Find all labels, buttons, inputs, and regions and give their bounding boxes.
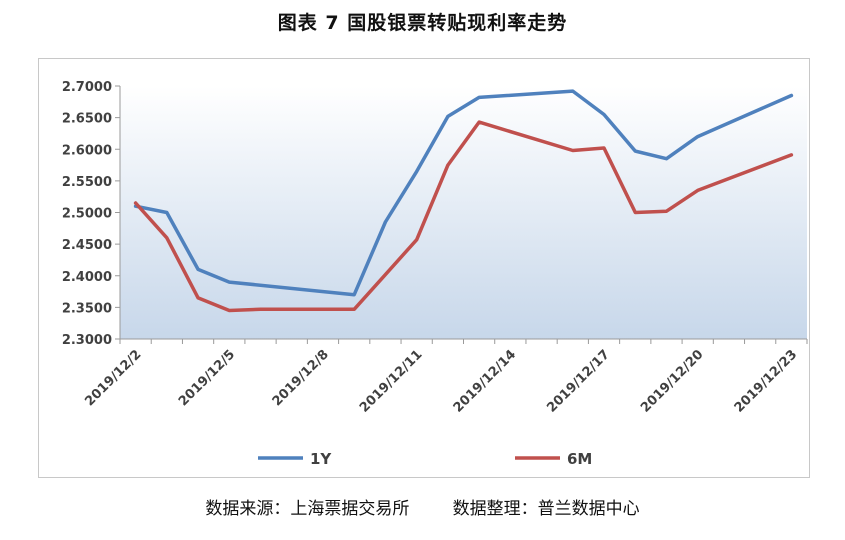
y-tick-label: 2.3500 xyxy=(62,301,112,316)
y-tick-label: 2.6000 xyxy=(62,143,112,158)
x-axis: 2019/12/2 2019/12/5 2019/12/8 2019/12/11 201… xyxy=(82,338,808,416)
x-tick-label: 2019/12/17 xyxy=(544,347,612,415)
x-tick-label: 2019/12/11 xyxy=(357,347,425,415)
series-line-1y xyxy=(133,89,794,297)
x-tick-label: 2019/12/14 xyxy=(451,347,519,415)
y-tick-label: 2.5000 xyxy=(62,207,112,222)
y-tick-label: 2.4000 xyxy=(62,270,112,285)
source-note: 数据来源：上海票据交易所 数据整理：普兰数据中心 xyxy=(205,499,640,519)
y-tick-label: 2.7000 xyxy=(62,80,112,95)
y-tick-label: 2.3000 xyxy=(62,333,112,348)
series-lines xyxy=(133,89,794,313)
x-tick-label: 2019/12/20 xyxy=(638,347,706,415)
y-tick-label: 2.4500 xyxy=(62,238,112,253)
x-tick-label: 2019/12/5 xyxy=(176,347,238,409)
chart-frame xyxy=(38,58,810,478)
y-tick-label: 2.6500 xyxy=(62,112,112,127)
y-tick-label: 2.5500 xyxy=(62,175,112,190)
series-line-6m xyxy=(133,120,794,313)
legend: 1Y 6M xyxy=(258,450,592,468)
legend-label: 6M xyxy=(567,450,592,468)
plot-area xyxy=(120,86,807,339)
x-tick-label: 2019/12/2 xyxy=(82,347,144,409)
x-tick-label: 2019/12/23 xyxy=(732,347,800,415)
y-axis: 2.3000 2.3500 2.4000 2.4500 2.5000 2.5500 2.60… xyxy=(62,80,121,348)
x-tick-label: 2019/12/8 xyxy=(270,347,332,409)
chart-title: 图表 7 国股银票转贴现利率走势 xyxy=(277,12,568,34)
legend-label: 1Y xyxy=(310,450,332,468)
